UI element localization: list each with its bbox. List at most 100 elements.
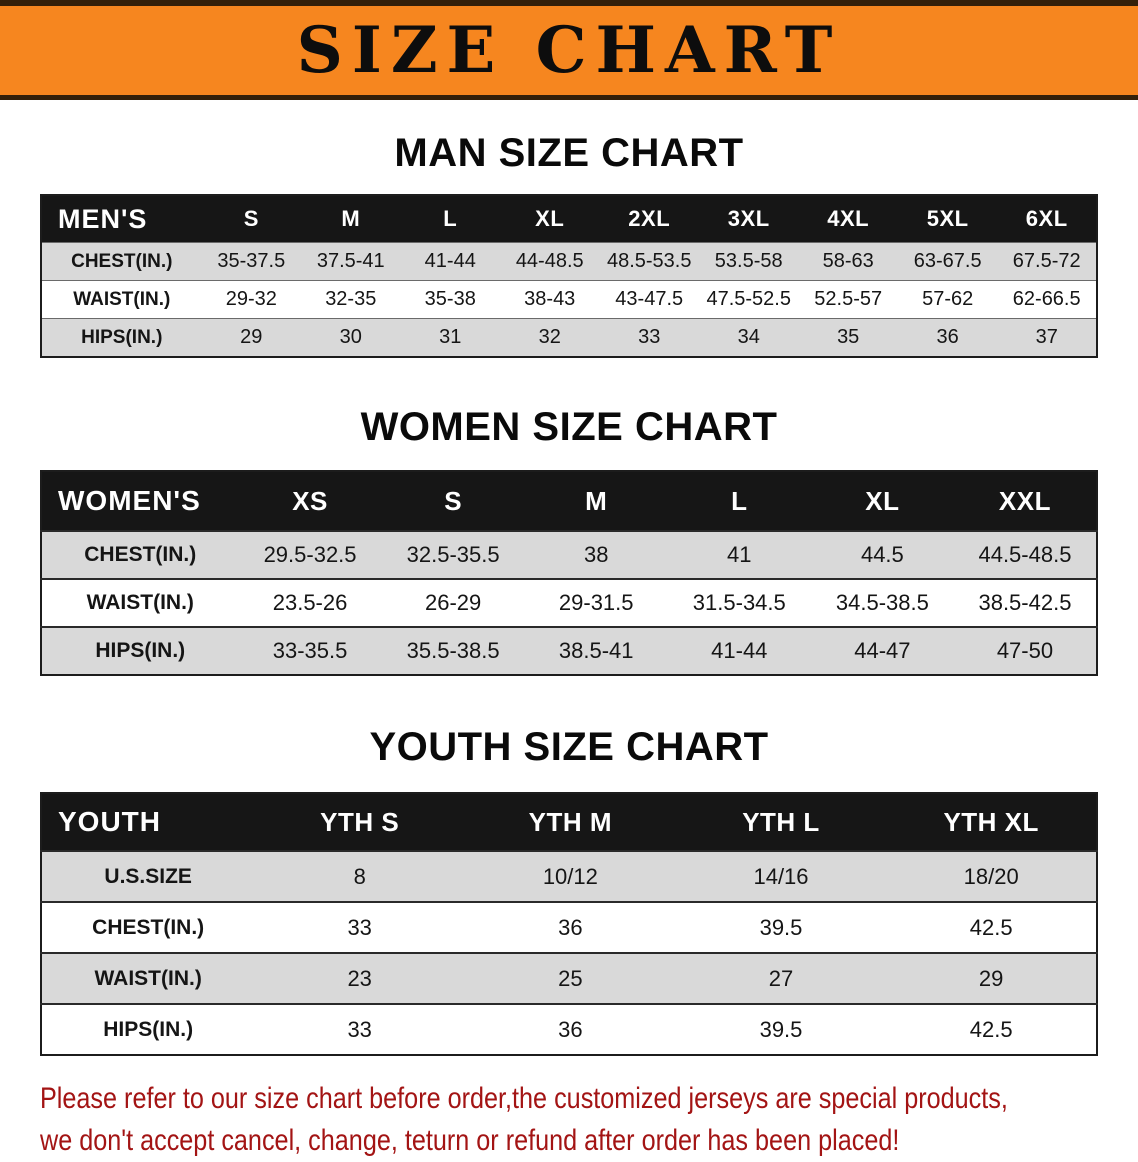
size-value: 37.5-41 — [301, 242, 401, 281]
size-column-header: M — [524, 471, 668, 531]
size-value: 32.5-35.5 — [381, 530, 525, 579]
size-value: 10/12 — [465, 850, 676, 902]
size-value: 36 — [897, 318, 998, 357]
men-size-table: MEN'S S M L XL 2XL 3XL 4XL 5XL 6XL CHEST(IN.) 35-37… — [40, 194, 1098, 358]
size-value: 29.5-32.5 — [238, 530, 382, 579]
size-value: 29-32 — [201, 280, 302, 319]
table-corner-label: MEN'S — [41, 195, 202, 243]
size-column-header: YTH L — [675, 793, 887, 851]
size-column-header: S — [201, 195, 302, 243]
banner-title: SIZE CHART — [296, 13, 842, 88]
men-section: MAN SIZE CHART MEN'S S M L XL 2XL 3XL 4XL 5XL 6XL… — [0, 130, 1138, 358]
size-value: 34 — [698, 318, 799, 357]
size-column-header: 6XL — [997, 195, 1097, 243]
row-label: CHEST(IN.) — [41, 901, 255, 953]
row-label: HIPS(IN.) — [41, 318, 202, 357]
table-row: HIPS(IN.) 33-35.5 35.5-38.5 38.5-41 41-44 44-… — [41, 626, 1097, 675]
size-value: 41 — [667, 530, 811, 579]
size-value: 42.5 — [886, 901, 1097, 953]
size-value: 63-67.5 — [897, 242, 998, 281]
size-value: 44.5-48.5 — [953, 530, 1097, 579]
table-header-row: MEN'S S M L XL 2XL 3XL 4XL 5XL 6XL — [41, 195, 1097, 243]
size-value: 39.5 — [675, 901, 887, 953]
size-value: 44.5 — [810, 530, 954, 579]
row-label: WAIST(IN.) — [41, 280, 202, 319]
size-value: 29-31.5 — [524, 578, 668, 627]
size-value: 44-48.5 — [500, 242, 600, 281]
size-value: 36 — [465, 901, 676, 953]
size-value: 57-62 — [897, 280, 998, 319]
size-value: 52.5-57 — [798, 280, 898, 319]
size-value: 32-35 — [301, 280, 401, 319]
size-value: 31.5-34.5 — [667, 578, 811, 627]
size-value: 33 — [254, 901, 466, 953]
size-value: 30 — [301, 318, 401, 357]
table-row: U.S.SIZE 8 10/12 14/16 18/20 — [41, 850, 1097, 902]
table-header-row: YOUTH YTH S YTH M YTH L YTH XL — [41, 793, 1097, 851]
size-value: 42.5 — [886, 1003, 1097, 1055]
size-value: 47-50 — [953, 626, 1097, 675]
size-value: 67.5-72 — [997, 242, 1097, 281]
disclaimer-line-1: Please refer to our size chart before or… — [40, 1082, 1008, 1115]
size-value: 37 — [997, 318, 1097, 357]
size-column-header: L — [400, 195, 500, 243]
size-column-header: YTH M — [465, 793, 676, 851]
table-corner-label: WOMEN'S — [41, 471, 239, 531]
women-size-chart-heading: WOMEN SIZE CHART — [360, 405, 778, 449]
table-row: WAIST(IN.) 23.5-26 26-29 29-31.5 31.5-34.5 34… — [41, 578, 1097, 627]
size-value: 38.5-41 — [524, 626, 668, 675]
table-row: HIPS(IN.) 29 30 31 32 33 34 35 36 37 — [41, 318, 1097, 357]
size-value: 58-63 — [798, 242, 898, 281]
size-column-header: 2XL — [599, 195, 699, 243]
size-value: 29 — [201, 318, 302, 357]
size-column-header: XL — [810, 471, 954, 531]
size-column-header: M — [301, 195, 401, 243]
youth-size-table: YOUTH YTH S YTH M YTH L YTH XL U.S.SIZE 8 10/12… — [40, 792, 1098, 1056]
women-size-table: WOMEN'S XS S M L XL XXL CHEST(IN.) 29.5-32.5 32.5… — [40, 470, 1098, 676]
size-value: 33 — [599, 318, 699, 357]
table-row: WAIST(IN.) 23 25 27 29 — [41, 952, 1097, 1004]
size-chart-banner: SIZE CHART — [0, 0, 1138, 100]
table-row: CHEST(IN.) 35-37.5 37.5-41 41-44 44-48.5 48.5… — [41, 242, 1097, 281]
size-value: 23 — [254, 952, 466, 1004]
size-value: 47.5-52.5 — [698, 280, 799, 319]
size-value: 35-37.5 — [201, 242, 302, 281]
size-column-header: L — [667, 471, 811, 531]
disclaimer-text: Please refer to our size chart before or… — [40, 1078, 1138, 1162]
size-value: 41-44 — [400, 242, 500, 281]
size-column-header: YTH XL — [886, 793, 1097, 851]
size-value: 23.5-26 — [238, 578, 382, 627]
table-header-row: WOMEN'S XS S M L XL XXL — [41, 471, 1097, 531]
size-column-header: XL — [500, 195, 600, 243]
table-row: CHEST(IN.) 33 36 39.5 42.5 — [41, 901, 1097, 953]
size-value: 35 — [798, 318, 898, 357]
size-value: 33 — [254, 1003, 466, 1055]
size-value: 8 — [254, 850, 466, 902]
size-column-header: XS — [238, 471, 382, 531]
size-value: 34.5-38.5 — [810, 578, 954, 627]
size-value: 38-43 — [500, 280, 600, 319]
row-label: WAIST(IN.) — [41, 578, 239, 627]
size-value: 32 — [500, 318, 600, 357]
row-label: HIPS(IN.) — [41, 1003, 255, 1055]
size-value: 29 — [886, 952, 1097, 1004]
size-value: 38 — [524, 530, 668, 579]
size-column-header: S — [381, 471, 525, 531]
size-value: 53.5-58 — [698, 242, 799, 281]
youth-section: YOUTH SIZE CHART YOUTH YTH S YTH M YTH L YTH… — [0, 724, 1138, 1056]
man-size-chart-heading: MAN SIZE CHART — [394, 131, 744, 175]
size-column-header: YTH S — [254, 793, 466, 851]
size-value: 41-44 — [667, 626, 811, 675]
size-column-header: 5XL — [897, 195, 998, 243]
size-value: 35-38 — [400, 280, 500, 319]
row-label: CHEST(IN.) — [41, 242, 202, 281]
size-value: 39.5 — [675, 1003, 887, 1055]
women-section: WOMEN SIZE CHART WOMEN'S XS S M L XL XXL CHEST(… — [0, 404, 1138, 676]
size-value: 44-47 — [810, 626, 954, 675]
size-value: 43-47.5 — [599, 280, 699, 319]
table-corner-label: YOUTH — [41, 793, 255, 851]
size-value: 35.5-38.5 — [381, 626, 525, 675]
size-value: 14/16 — [675, 850, 887, 902]
size-column-header: 3XL — [698, 195, 799, 243]
size-value: 33-35.5 — [238, 626, 382, 675]
